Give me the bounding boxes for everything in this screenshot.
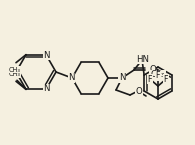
Text: N: N bbox=[119, 74, 125, 83]
Text: O: O bbox=[136, 87, 142, 96]
Text: O: O bbox=[149, 65, 156, 74]
Text: N: N bbox=[43, 51, 50, 60]
Text: CH₃: CH₃ bbox=[9, 67, 21, 73]
Text: F: F bbox=[156, 71, 160, 80]
Text: F: F bbox=[164, 75, 168, 84]
Text: CH₃: CH₃ bbox=[9, 71, 21, 77]
Text: HN: HN bbox=[136, 55, 150, 64]
Text: N: N bbox=[43, 84, 50, 93]
Text: N: N bbox=[68, 74, 75, 83]
Text: CF₃: CF₃ bbox=[151, 70, 165, 79]
Text: F: F bbox=[148, 75, 152, 84]
